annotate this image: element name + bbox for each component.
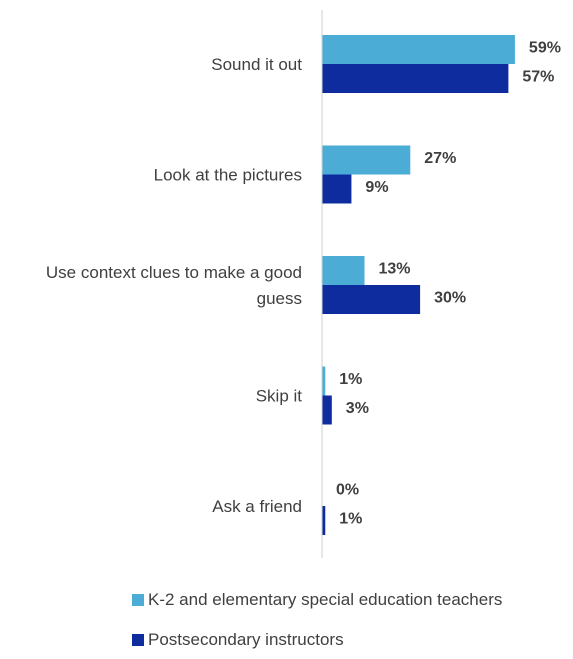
value-label: 30%	[434, 290, 466, 307]
bar	[322, 174, 352, 204]
value-label: 59%	[529, 40, 561, 57]
legend-swatch	[132, 634, 144, 646]
category-label: Sound it out	[211, 55, 302, 74]
category-label-line: Use context clues to make a good	[46, 263, 302, 282]
bar	[322, 285, 421, 314]
bar	[322, 256, 365, 285]
category-label-line: Skip it	[256, 387, 303, 406]
category-group: Sound it out 59% 57%	[211, 35, 561, 93]
category-label-line: Look at the pictures	[154, 166, 302, 185]
category-group: Look at the pictures 27% 9%	[154, 145, 456, 204]
value-label: 3%	[346, 400, 369, 417]
legend-item: Postsecondary instructors	[132, 630, 344, 649]
legend-label: K-2 and elementary special education tea…	[148, 590, 502, 609]
category-label: Use context clues to make a good guess	[46, 263, 302, 308]
category-label-line: Ask a friend	[212, 497, 302, 516]
value-label: 13%	[379, 261, 411, 278]
legend-label: Postsecondary instructors	[148, 630, 344, 649]
category-label: Skip it	[256, 387, 303, 406]
value-label: 1%	[339, 371, 362, 388]
category-group: Skip it 1% 3%	[256, 366, 369, 425]
legend: K-2 and elementary special education tea…	[132, 590, 502, 649]
category-group: Ask a friend 0% 1%	[212, 482, 362, 535]
bar	[322, 64, 509, 93]
value-label: 57%	[522, 69, 554, 86]
category-group: Use context clues to make a good guess 13%…	[46, 256, 466, 314]
value-label: 27%	[424, 150, 456, 167]
value-label: 0%	[336, 482, 359, 499]
value-label: 9%	[365, 179, 388, 196]
category-label: Look at the pictures	[154, 166, 302, 185]
bar	[322, 145, 411, 175]
value-label: 1%	[339, 511, 362, 528]
category-label: Ask a friend	[212, 497, 302, 516]
category-label-line: guess	[257, 289, 302, 308]
legend-item: K-2 and elementary special education tea…	[132, 590, 502, 609]
plot-area: Sound it out 59% 57% Look at the pictures 27…	[46, 35, 561, 535]
bar	[322, 395, 332, 425]
category-label-line: Sound it out	[211, 55, 302, 74]
bar	[322, 366, 326, 396]
legend-swatch	[132, 594, 144, 606]
bar	[322, 506, 326, 535]
bar	[322, 35, 515, 64]
